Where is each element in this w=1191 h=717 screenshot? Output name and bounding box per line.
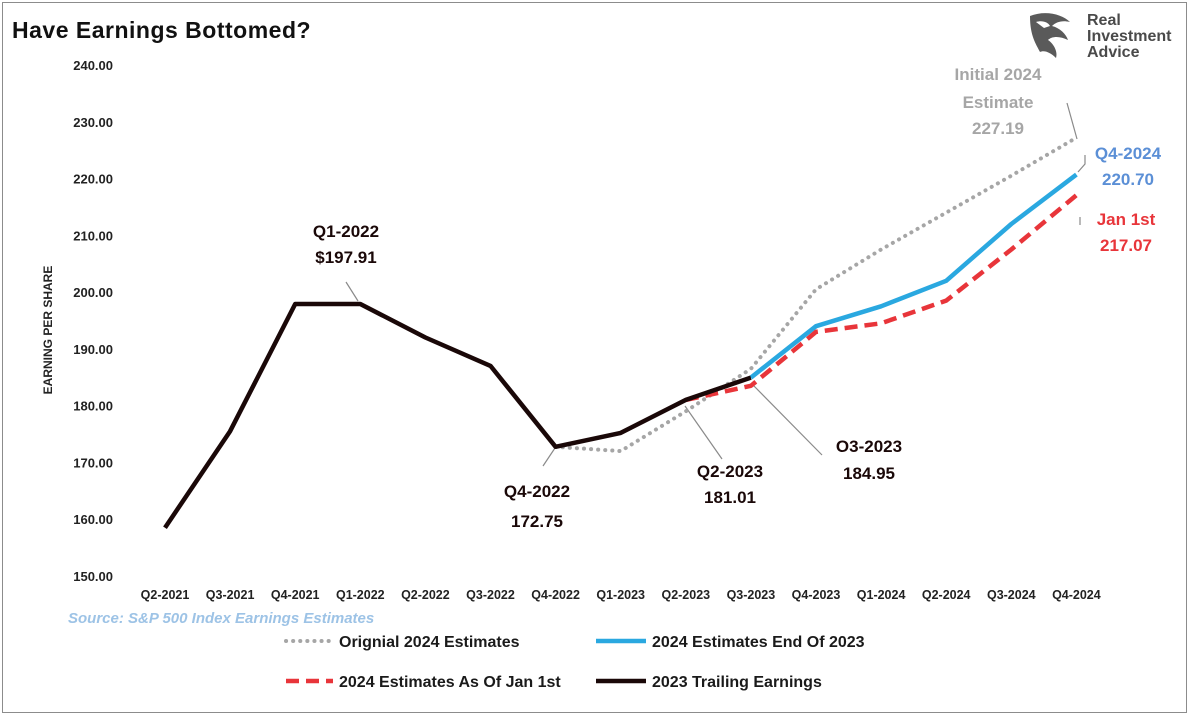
x-tick-label: Q3-2024 [987,588,1036,602]
annotation-label: 172.75 [511,512,563,531]
y-axis-label: EARNING PER SHARE [41,266,55,395]
y-tick-label: 170.00 [73,455,113,470]
chart-title: Have Earnings Bottomed? [12,17,311,43]
annotation-label: $197.91 [315,248,376,267]
legend-label: 2023 Trailing Earnings [652,674,822,691]
series-line-3 [685,193,1078,403]
annotation-leader [752,384,823,456]
x-tick-label: Q2-2021 [141,588,190,602]
x-tick-label: Q3-2023 [727,588,776,602]
annotation-label: 217.07 [1100,236,1152,255]
x-tick-label: Q3-2021 [206,588,255,602]
annotation-label: Q4-2022 [504,482,570,501]
annotation-label: Q1-2022 [313,222,379,241]
y-tick-label: 220.00 [73,172,113,187]
series-lines [163,135,1079,529]
logo-line3: Advice [1087,44,1140,61]
logo-line2: Investment [1087,28,1172,45]
y-ticks: 150.00 160.00 170.00 180.00 190.00 200.00 210.… [73,58,113,584]
y-tick-label: 160.00 [73,512,113,527]
x-tick-label: Q2-2022 [401,588,450,602]
y-tick-label: 230.00 [73,115,113,130]
source-note: Source: S&P 500 Index Earnings Estimates [68,610,374,627]
y-tick-label: 150.00 [73,569,113,584]
legend-label: 2024 Estimates As Of Jan 1st [339,674,561,691]
legend-label: Orignial 2024 Estimates [339,634,520,651]
annotation-label: Q4-2024 [1095,144,1162,163]
annotation-label: 184.95 [843,464,895,483]
x-tick-label: Q4-2021 [271,588,320,602]
y-tick-label: 180.00 [73,399,113,414]
x-tick-label: Q2-2024 [922,588,971,602]
legend: Orignial 2024 Estimates 2024 Estimates En… [284,634,865,691]
annotations: Q1-2022 $197.91 Q4-2022 172.75 Q2-2023 181.01… [313,65,1162,531]
logo: Real Investment Advice [1030,12,1172,61]
x-tick-label: Q4-2024 [1052,588,1101,602]
logo-line1: Real [1087,12,1121,29]
y-tick-label: 200.00 [73,285,113,300]
x-tick-label: Q1-2023 [596,588,645,602]
x-tick-label: Q2-2023 [661,588,710,602]
annotation-leaders [345,102,1086,467]
annotation-label: Jan 1st [1097,210,1156,229]
x-tick-label: Q4-2022 [531,588,580,602]
y-tick-label: 240.00 [73,58,113,73]
legend-label: 2024 Estimates End Of 2023 [652,634,865,651]
annotation-label: 181.01 [704,488,756,507]
x-ticks: Q2-2021 Q3-2021 Q4-2021 Q1-2022 Q2-2022 Q3-20… [141,588,1101,602]
x-tick-label: Q4-2023 [792,588,841,602]
y-tick-label: 210.00 [73,228,113,243]
series-line-4 [163,301,752,529]
annotation-label: 227.19 [972,119,1024,138]
x-tick-label: Q1-2022 [336,588,385,602]
annotation-label: Estimate [963,93,1034,112]
annotation-label: O3-2023 [836,437,902,456]
eagle-logo-icon [1030,13,1070,58]
series-line-2 [749,172,1078,380]
annotation-label: Q2-2023 [697,462,763,481]
x-tick-label: Q1-2024 [857,588,906,602]
series-line-1 [553,135,1079,454]
x-tick-label: Q3-2022 [466,588,515,602]
annotation-leader [1077,155,1086,173]
annotation-label: 220.70 [1102,170,1154,189]
annotation-leader [1066,102,1078,140]
annotation-leader [542,447,556,467]
annotation-leader [345,281,359,302]
annotation-leader [684,405,723,460]
y-tick-label: 190.00 [73,342,113,357]
annotation-label: Initial 2024 [955,65,1042,84]
